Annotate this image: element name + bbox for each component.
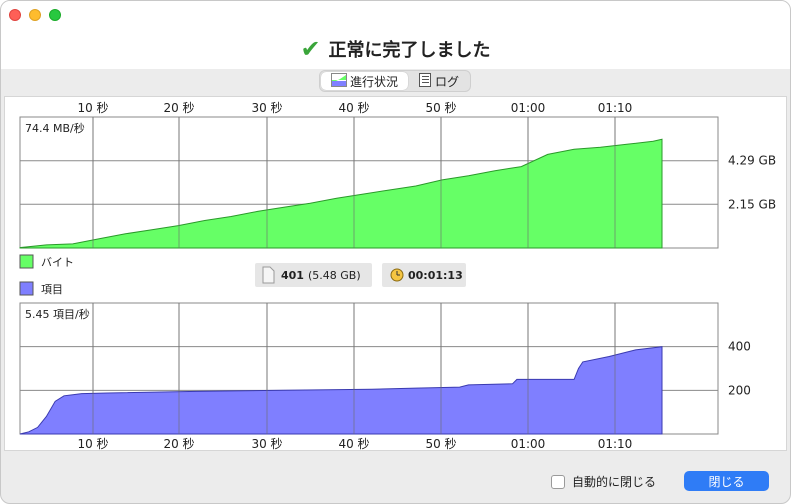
time-axis-label: 10 秒 xyxy=(77,101,108,115)
bytes-legend-swatch xyxy=(19,254,34,269)
items-count-badge: 401 (5.48 GB) xyxy=(255,263,372,287)
bytes-area-series xyxy=(19,138,663,249)
time-axis-label: 30 秒 xyxy=(251,437,282,450)
time-axis-label: 40 秒 xyxy=(338,101,369,115)
bytes-chart: 74.4 MB/秒 4.29 GB 2.15 GB xyxy=(19,116,776,249)
bytes-y-tick-labels: 4.29 GB 2.15 GB xyxy=(728,154,776,212)
items-legend-label: 項目 xyxy=(41,283,63,296)
bytes-legend-label: バイト xyxy=(41,256,74,269)
items-count-badge-bg xyxy=(255,263,372,287)
checkmark-icon: ✔ xyxy=(300,35,321,63)
time-axis-label: 01:00 xyxy=(511,437,546,450)
time-axis-label: 01:10 xyxy=(598,101,633,115)
top-time-axis: 10 秒 20 秒 30 秒 40 秒 50 秒 01:00 01:10 xyxy=(77,101,632,115)
time-axis-label: 40 秒 xyxy=(338,437,369,450)
minimize-window-button[interactable] xyxy=(29,9,41,21)
y-tick-label: 2.15 GB xyxy=(728,197,776,211)
elapsed-time: 00:01:13 xyxy=(408,269,463,282)
auto-close-checkbox[interactable] xyxy=(551,474,565,489)
items-legend-swatch xyxy=(19,281,34,296)
title-bar xyxy=(1,1,790,29)
elapsed-time-badge: 00:01:13 xyxy=(382,263,466,287)
time-axis-label: 50 秒 xyxy=(425,101,456,115)
auto-close-option[interactable]: 自動的に閉じる xyxy=(551,473,656,490)
time-axis-label: 50 秒 xyxy=(425,437,456,450)
progress-panel: 10 秒 20 秒 30 秒 40 秒 50 秒 01:00 01:10 74.4 MB/秒… xyxy=(4,96,787,451)
tab-progress-label: 進行状況 xyxy=(350,74,399,89)
tab-log[interactable]: ログ xyxy=(408,72,469,90)
tab-progress[interactable]: 進行状況 xyxy=(321,72,409,90)
time-axis-label: 10 秒 xyxy=(77,437,108,450)
elapsed-time-badge-bg xyxy=(382,263,466,287)
auto-close-label: 自動的に閉じる xyxy=(572,475,657,489)
document-icon xyxy=(262,266,275,284)
status-title: 正常に完了しました xyxy=(328,40,491,61)
items-count: 401 xyxy=(281,269,304,282)
time-axis-label: 20 秒 xyxy=(163,101,194,115)
y-tick-label: 200 xyxy=(728,383,751,397)
time-axis-label: 30 秒 xyxy=(251,101,282,115)
close-button[interactable]: 閉じる xyxy=(684,471,769,491)
bottom-time-axis: 10 秒 20 秒 30 秒 40 秒 50 秒 01:00 01:10 xyxy=(77,437,633,451)
status-header: ✔ 正常に完了しました xyxy=(1,29,790,69)
items-chart: 5.45 項目/秒 400 200 xyxy=(19,302,751,435)
total-size: (5.48 GB) xyxy=(308,269,361,282)
chart-icon xyxy=(331,72,347,90)
zoom-window-button[interactable] xyxy=(49,9,61,21)
items-area-series xyxy=(19,346,663,435)
items-y-tick-labels: 400 200 xyxy=(728,340,751,398)
close-window-button[interactable] xyxy=(9,9,21,21)
tab-log-label: ログ xyxy=(435,74,460,89)
time-axis-label: 01:10 xyxy=(598,437,633,450)
y-tick-label: 4.29 GB xyxy=(728,154,776,168)
legend: バイト 項目 xyxy=(19,254,74,296)
view-tabs: 進行状況 ログ xyxy=(319,70,472,92)
items-rate-label: 5.45 項目/秒 xyxy=(25,307,90,321)
progress-charts: 10 秒 20 秒 30 秒 40 秒 50 秒 01:00 01:10 74.4 MB/秒… xyxy=(19,101,776,451)
time-axis-label: 20 秒 xyxy=(163,437,194,450)
log-list-icon xyxy=(418,72,432,90)
bytes-rate-label: 74.4 MB/秒 xyxy=(25,121,85,135)
y-tick-label: 400 xyxy=(728,340,751,354)
time-axis-label: 01:00 xyxy=(511,101,546,115)
